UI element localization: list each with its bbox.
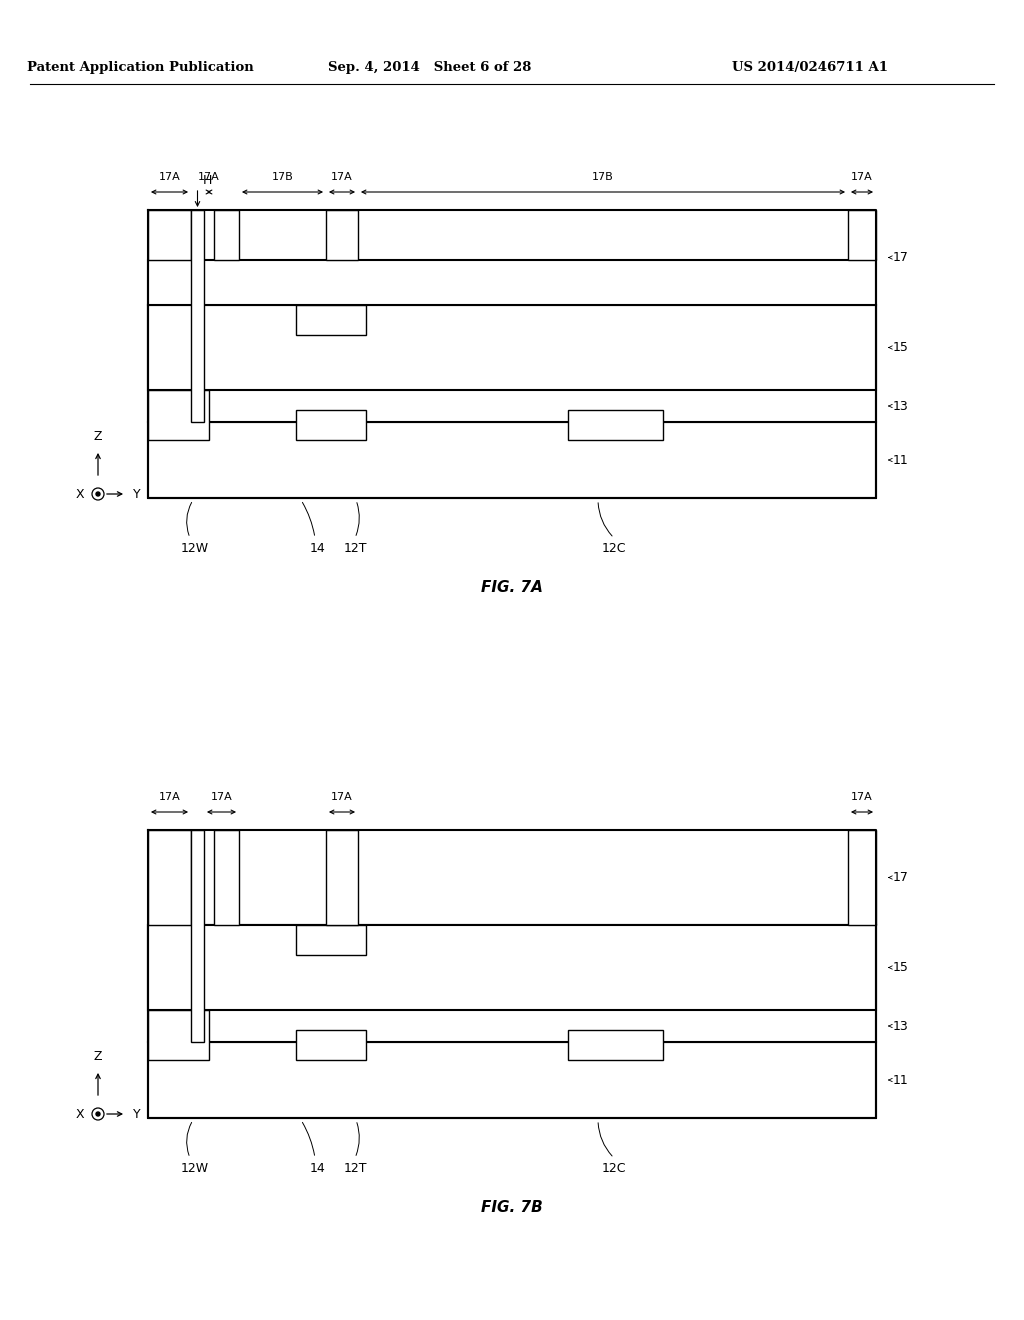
Text: US 2014/0246711 A1: US 2014/0246711 A1: [732, 62, 888, 74]
Circle shape: [96, 1111, 100, 1115]
Bar: [848, 210, 876, 260]
Text: 17A: 17A: [198, 172, 220, 182]
Text: 17: 17: [893, 251, 909, 264]
Text: H: H: [203, 173, 212, 186]
Bar: [148, 1041, 876, 1118]
Text: 12C: 12C: [602, 541, 627, 554]
Bar: [191, 830, 204, 1041]
Bar: [568, 1030, 663, 1060]
Bar: [148, 260, 876, 305]
Text: 17A: 17A: [851, 792, 872, 803]
Text: 17B: 17B: [271, 172, 293, 182]
Bar: [148, 210, 191, 260]
Text: 17A: 17A: [159, 792, 180, 803]
Text: 15: 15: [893, 341, 909, 354]
Text: 17A: 17A: [331, 172, 353, 182]
Text: Sep. 4, 2014   Sheet 6 of 28: Sep. 4, 2014 Sheet 6 of 28: [329, 62, 531, 74]
Text: Y: Y: [133, 487, 140, 500]
Bar: [191, 210, 204, 422]
Text: 11: 11: [893, 1073, 908, 1086]
Text: 12C: 12C: [602, 1162, 627, 1175]
Text: 17A: 17A: [331, 792, 353, 803]
Bar: [148, 305, 876, 389]
Text: X: X: [76, 487, 84, 500]
Bar: [848, 830, 876, 925]
Bar: [296, 1030, 366, 1060]
Text: 12T: 12T: [343, 1162, 367, 1175]
Text: 13: 13: [893, 400, 908, 412]
Bar: [148, 422, 876, 498]
Text: Patent Application Publication: Patent Application Publication: [27, 62, 253, 74]
Bar: [296, 305, 366, 335]
Text: FIG. 7A: FIG. 7A: [481, 581, 543, 595]
Bar: [296, 925, 366, 954]
Text: FIG. 7B: FIG. 7B: [481, 1200, 543, 1216]
Bar: [296, 411, 366, 440]
Text: 14: 14: [310, 1162, 326, 1175]
Text: 15: 15: [893, 961, 909, 974]
Bar: [214, 210, 239, 260]
Text: X: X: [76, 1107, 84, 1121]
Bar: [326, 830, 358, 925]
Text: Z: Z: [94, 430, 102, 444]
Text: 12T: 12T: [343, 541, 367, 554]
Text: 17: 17: [893, 871, 909, 884]
Text: 17A: 17A: [851, 172, 872, 182]
Bar: [148, 389, 209, 440]
Bar: [148, 1010, 209, 1060]
Bar: [148, 305, 876, 422]
Bar: [568, 411, 663, 440]
Circle shape: [96, 492, 100, 496]
Text: 11: 11: [893, 454, 908, 466]
Text: Y: Y: [133, 1107, 140, 1121]
Bar: [148, 925, 876, 1041]
Bar: [148, 925, 876, 1010]
Text: 17B: 17B: [592, 172, 613, 182]
Text: Z: Z: [94, 1049, 102, 1063]
Text: 17A: 17A: [211, 792, 232, 803]
Bar: [326, 210, 358, 260]
Bar: [214, 830, 239, 925]
Text: 12W: 12W: [181, 1162, 209, 1175]
Text: 14: 14: [310, 541, 326, 554]
Bar: [148, 830, 191, 925]
Text: 13: 13: [893, 1019, 908, 1032]
Text: 17A: 17A: [159, 172, 180, 182]
Text: 12W: 12W: [181, 541, 209, 554]
